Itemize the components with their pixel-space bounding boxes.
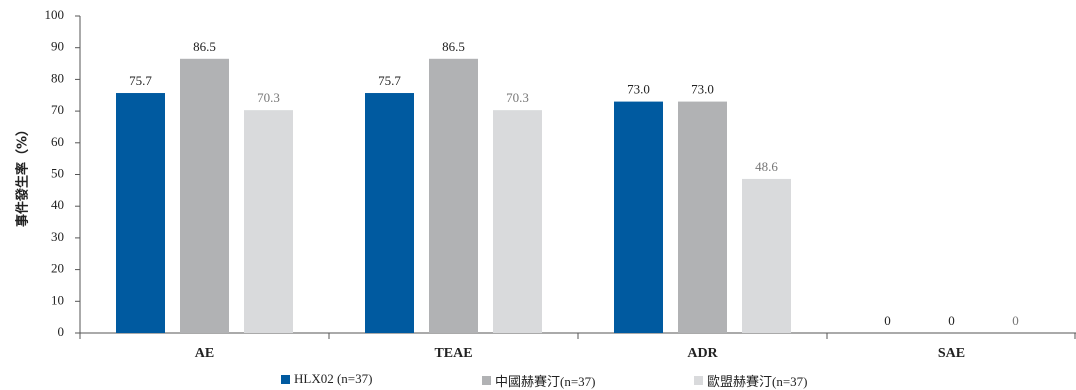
data-label: 75.7 [129,73,152,88]
bar [742,178,791,333]
bars: 75.7 86.5 70.3 75.7 86.5 70.3 73.0 73.0 48.6 0 0 0 [116,39,1019,334]
y-tick-label: 100 [45,7,65,22]
bar [678,101,727,333]
legend: HLX02 (n=37) 中國赫賽汀(n=37) 歐盟赫賽汀(n=37) [0,371,1076,390]
bar-chart: 事件發生率（%） 0 10 20 30 40 50 60 70 80 90 100 AE TEAE ADR… [15,7,1076,361]
x-tick-label: TEAE [434,346,472,361]
data-label: 86.5 [193,39,216,54]
legend-label: 歐盟赫賽汀(n=37) [707,374,808,389]
data-label: 75.7 [378,73,401,88]
y-tick-label: 30 [51,229,64,244]
bar [180,58,229,334]
data-label: 86.5 [442,39,465,54]
data-label: 73.0 [691,82,714,97]
legend-item: HLX02 (n=37) [281,371,372,387]
y-axis-label: 事件發生率（%） [15,123,31,227]
y-tick-label: 80 [51,70,64,85]
legend-item: 歐盟赫賽汀(n=37) [694,371,808,390]
legend-label: 中國赫賽汀(n=37) [495,374,596,389]
data-label: 0 [948,313,955,328]
data-label: 0 [1012,313,1019,328]
data-label: 70.3 [506,90,529,105]
y-tick-label: 10 [51,292,64,307]
y-tick-label: 40 [51,197,64,212]
bar [429,58,478,334]
legend-swatch [281,374,290,384]
data-label: 0 [884,313,891,328]
bar [116,93,165,333]
y-tick-label: 90 [51,39,64,54]
x-tick-label: SAE [938,346,965,361]
data-label: 73.0 [627,82,650,97]
data-label: 70.3 [257,90,280,105]
bar [493,110,542,333]
y-tick-label: 70 [51,102,64,117]
legend-swatch [482,376,491,385]
y-tick-label: 60 [51,134,64,149]
bar [614,101,663,333]
y-tick-label: 0 [58,324,65,339]
bar [365,93,414,333]
y-tick-label: 50 [51,165,64,180]
x-tick-label: AE [195,346,214,361]
bar [244,110,293,333]
data-label: 48.6 [755,159,778,174]
legend-label: HLX02 (n=37) [294,371,373,386]
x-tick-label: ADR [687,346,718,361]
legend-swatch [694,376,703,385]
y-tick-label: 20 [51,261,64,276]
legend-item: 中國赫賽汀(n=37) [482,371,596,390]
